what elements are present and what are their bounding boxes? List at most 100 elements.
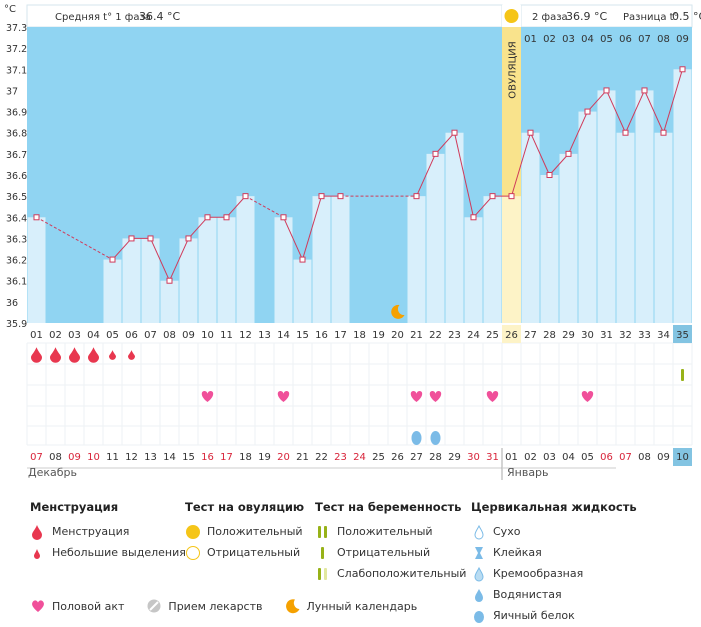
- cycle-day-27: 27: [524, 330, 537, 341]
- temp-point-11: [223, 214, 230, 221]
- temp-line-28-29: [549, 153, 569, 176]
- heart-icon-10: [201, 391, 214, 402]
- temp-point-16: [318, 193, 325, 200]
- date-30: 06: [600, 452, 613, 463]
- temp-line-09-10: [188, 216, 208, 239]
- temp-bar-15: [293, 259, 312, 323]
- post-ov-day-05: 05: [600, 34, 613, 45]
- cycle-day-20: 20: [391, 330, 404, 341]
- temp-point-30: [584, 108, 591, 115]
- temp-line-12-14: [245, 195, 284, 218]
- spotting-drop-06: [128, 350, 135, 360]
- temp-bar-21: [407, 196, 426, 323]
- date-20: 27: [410, 452, 423, 463]
- ovulation-day-cell: [502, 325, 521, 343]
- temp-point-35: [679, 66, 686, 73]
- temp-point-25: [489, 193, 496, 200]
- date-6: 13: [144, 452, 157, 463]
- spotting-drop-05: [109, 350, 116, 360]
- date-22: 29: [448, 452, 461, 463]
- date-18: 25: [372, 452, 385, 463]
- date-15: 22: [315, 452, 328, 463]
- date-26: 02: [524, 452, 537, 463]
- y-tick-36: 36: [6, 298, 18, 309]
- legend-cervical-title: Цервикальная жидкость: [471, 500, 637, 514]
- temp-line-22-23: [435, 132, 455, 155]
- temp-line-23-24: [454, 132, 474, 218]
- cycle-day-23: 23: [448, 330, 461, 341]
- temp-bar-12: [236, 196, 255, 323]
- cycle-day-32: 32: [619, 330, 632, 341]
- legend-ovulation-test: Тест на овуляцию Положительный Отрицател…: [185, 500, 304, 563]
- temp-line-07-08: [150, 238, 170, 281]
- temp-bar-29: [559, 153, 578, 323]
- cycle-day-24: 24: [467, 330, 480, 341]
- cycle-day-09: 09: [182, 330, 195, 341]
- cycle-day-05: 05: [106, 330, 119, 341]
- phase1-avg-label: Средняя t° 1 фаза: [55, 12, 151, 23]
- temp-line-27-28: [530, 132, 550, 176]
- cycle-day-31: 31: [600, 330, 613, 341]
- egg-white-drop-22: [430, 431, 441, 445]
- sun-outline-icon: [185, 545, 205, 561]
- legend-preg-faint-label: Слабоположительный: [337, 567, 467, 580]
- menstruation-drop-02: [50, 347, 61, 363]
- cycle-day-26: 26: [505, 330, 518, 341]
- y-tick-37.2: 37.2: [6, 44, 27, 55]
- faint-stripe-icon: [315, 566, 335, 582]
- temp-point-01: [33, 214, 40, 221]
- y-tick-36.6: 36.6: [6, 171, 27, 182]
- cycle-day-12: 12: [239, 330, 252, 341]
- temp-bar-27: [521, 132, 540, 323]
- temp-point-15: [299, 256, 306, 263]
- cycle-day-35: 35: [676, 330, 689, 341]
- y-tick-36.9: 36.9: [6, 108, 27, 119]
- date-16: 23: [334, 452, 347, 463]
- date-8: 15: [182, 452, 195, 463]
- cycle-day-11: 11: [220, 330, 233, 341]
- temp-bar-33: [635, 90, 654, 323]
- temp-point-10: [204, 214, 211, 221]
- date-3: 10: [87, 452, 100, 463]
- legend-menstruation-title: Менструация: [30, 500, 119, 514]
- menstruation-drop-01: [31, 347, 42, 363]
- post-ov-day-07: 07: [638, 34, 651, 45]
- cycle-day-03: 03: [68, 330, 81, 341]
- temp-line-34-35: [663, 69, 683, 133]
- temp-bar-07: [141, 238, 160, 323]
- legend-menstruation: Менструация Менструация Небольшие выделе…: [30, 500, 186, 563]
- phase1-avg-value: 36.4 °C: [139, 10, 180, 23]
- y-tick-35.9: 35.9: [6, 319, 27, 330]
- cycle-day-07: 07: [144, 330, 157, 341]
- temp-bar-06: [122, 238, 141, 323]
- menstruation-drop-04: [88, 347, 99, 363]
- date-28: 04: [562, 452, 575, 463]
- temp-point-28: [546, 172, 553, 178]
- temp-bar-01: [27, 217, 46, 323]
- temp-line-32-33: [625, 90, 645, 133]
- legend-menstruation-label: Менструация: [52, 525, 130, 538]
- temp-bar-14: [274, 217, 293, 323]
- date-32: 08: [638, 452, 651, 463]
- temp-bar-05: [103, 259, 122, 323]
- cycle-day-19: 19: [372, 330, 385, 341]
- temp-point-32: [622, 129, 629, 136]
- post-ov-day-08: 08: [657, 34, 670, 45]
- temp-line-29-30: [568, 111, 588, 155]
- temp-point-34: [660, 129, 667, 136]
- post-ov-day-01: 01: [524, 34, 537, 45]
- y-axis-unit: °C: [4, 4, 16, 15]
- post-ov-day-03: 03: [562, 34, 575, 45]
- date-4: 11: [106, 452, 119, 463]
- y-tick-36.5: 36.5: [6, 192, 27, 203]
- date-0: 07: [30, 452, 43, 463]
- post-ov-day-04: 04: [581, 34, 594, 45]
- cycle-day-15: 15: [296, 330, 309, 341]
- cycle-day-10: 10: [201, 330, 214, 341]
- temp-bar-35: [673, 69, 692, 324]
- cycle-day-16: 16: [315, 330, 328, 341]
- moon-icon: [285, 598, 305, 614]
- temp-point-12: [242, 193, 249, 200]
- date-29: 05: [581, 452, 594, 463]
- y-tick-36.1: 36.1: [6, 277, 27, 288]
